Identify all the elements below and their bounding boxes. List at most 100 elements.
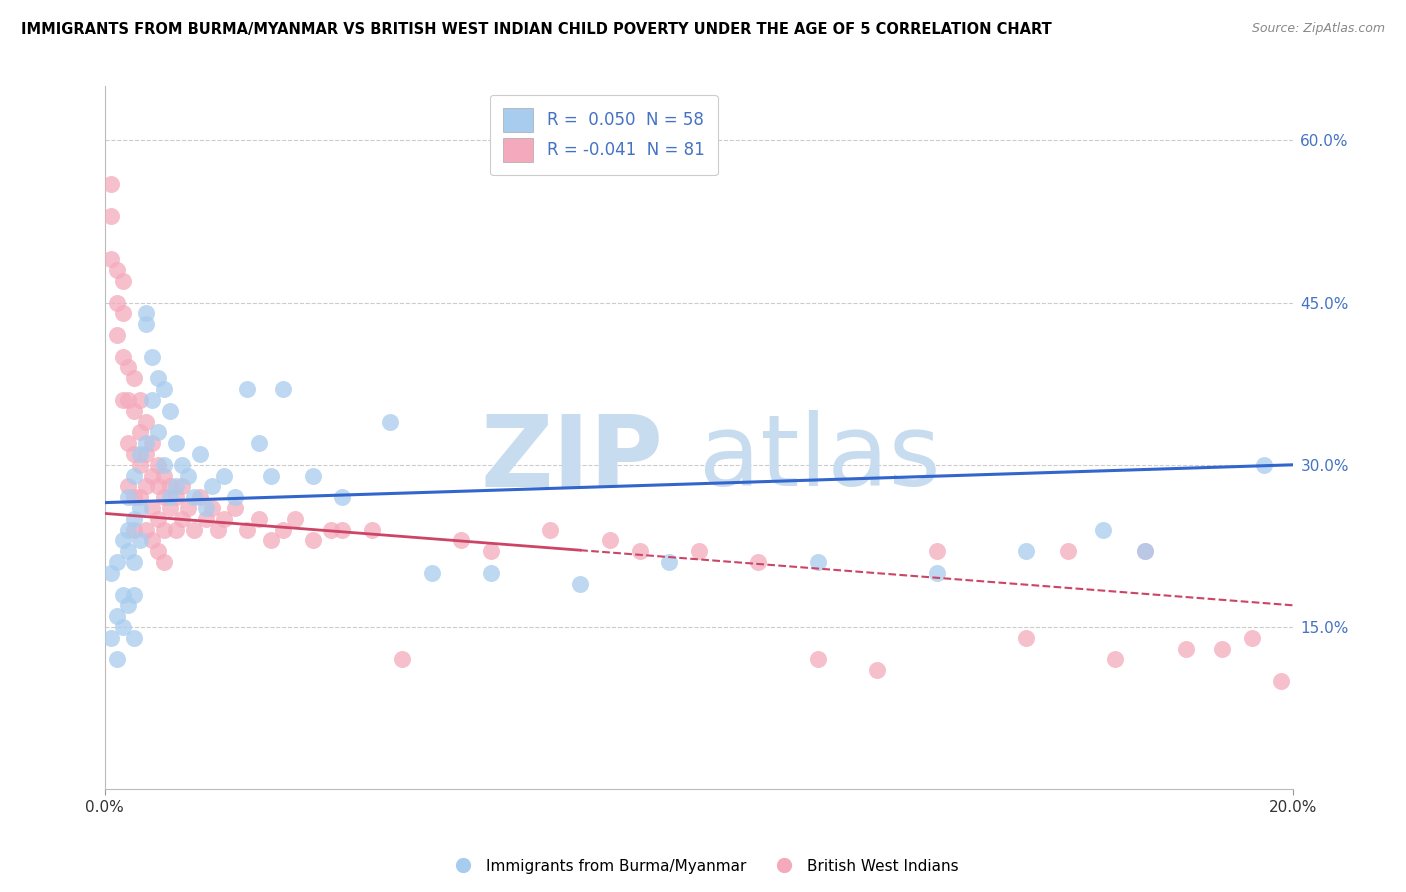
Point (236, 523, 259, 537)
Point (170, 479, 193, 493)
Point (361, 523, 384, 537)
Point (146, 425, 169, 440)
Point (146, 512, 169, 526)
Legend: Immigrants from Burma/Myanmar, British West Indians: Immigrants from Burma/Myanmar, British W… (441, 853, 965, 880)
Point (177, 501, 200, 516)
Point (100, 631, 122, 645)
Point (284, 512, 307, 526)
Point (1175, 641, 1198, 656)
Point (146, 371, 169, 385)
Point (141, 468, 163, 483)
Point (117, 599, 139, 613)
Point (165, 436, 187, 450)
Point (688, 544, 710, 558)
Point (177, 468, 200, 483)
Point (201, 479, 224, 493)
Point (183, 490, 205, 504)
Point (153, 468, 176, 483)
Point (141, 392, 163, 407)
Point (124, 447, 146, 461)
Point (301, 468, 323, 483)
Point (183, 523, 205, 537)
Point (159, 490, 181, 504)
Point (170, 512, 193, 526)
Point (135, 415, 157, 429)
Point (146, 479, 169, 493)
Point (807, 555, 830, 569)
Point (170, 458, 193, 472)
Point (194, 512, 217, 526)
Point (153, 458, 176, 472)
Point (1133, 544, 1156, 558)
Point (117, 392, 139, 407)
Point (129, 490, 152, 504)
Point (332, 523, 354, 537)
Point (124, 403, 146, 417)
Point (105, 609, 128, 624)
Point (391, 652, 413, 666)
Point (378, 415, 401, 429)
Point (866, 663, 889, 677)
Point (124, 468, 146, 483)
Point (747, 555, 769, 569)
Text: atlas: atlas (699, 410, 941, 508)
Point (135, 447, 157, 461)
Point (301, 533, 323, 548)
Point (135, 436, 157, 450)
Point (260, 468, 283, 483)
Point (141, 350, 163, 364)
Point (135, 479, 157, 493)
Point (105, 328, 128, 343)
Point (332, 490, 354, 504)
Point (129, 392, 152, 407)
Point (111, 620, 134, 634)
Point (1092, 523, 1115, 537)
Point (117, 490, 139, 504)
Point (111, 274, 134, 288)
Point (159, 479, 181, 493)
Point (105, 295, 128, 310)
Point (129, 533, 152, 548)
Point (135, 306, 157, 320)
Point (111, 306, 134, 320)
Point (479, 566, 502, 580)
Point (224, 490, 246, 504)
Point (599, 533, 621, 548)
Point (135, 317, 157, 331)
Point (1253, 458, 1275, 472)
Point (111, 588, 134, 602)
Point (1104, 652, 1126, 666)
Point (212, 512, 235, 526)
Point (450, 533, 472, 548)
Point (420, 566, 443, 580)
Point (319, 523, 342, 537)
Point (141, 533, 163, 548)
Text: IMMIGRANTS FROM BURMA/MYANMAR VS BRITISH WEST INDIAN CHILD POVERTY UNDER THE AGE: IMMIGRANTS FROM BURMA/MYANMAR VS BRITISH… (21, 22, 1052, 37)
Point (117, 523, 139, 537)
Point (1211, 641, 1233, 656)
Point (925, 566, 948, 580)
Point (247, 436, 270, 450)
Point (271, 523, 294, 537)
Point (141, 501, 163, 516)
Point (260, 533, 283, 548)
Point (146, 544, 169, 558)
Point (165, 523, 187, 537)
Point (117, 479, 139, 493)
Point (188, 447, 211, 461)
Point (1015, 544, 1038, 558)
Point (1133, 544, 1156, 558)
Point (159, 501, 181, 516)
Point (165, 490, 187, 504)
Point (100, 209, 122, 223)
Point (117, 544, 139, 558)
Point (925, 544, 948, 558)
Point (224, 501, 246, 516)
Point (153, 555, 176, 569)
Text: Source: ZipAtlas.com: Source: ZipAtlas.com (1251, 22, 1385, 36)
Legend: R =  0.050  N = 58, R = -0.041  N = 81: R = 0.050 N = 58, R = -0.041 N = 81 (491, 95, 718, 175)
Point (135, 523, 157, 537)
Point (124, 490, 146, 504)
Point (1240, 631, 1263, 645)
Point (111, 350, 134, 364)
